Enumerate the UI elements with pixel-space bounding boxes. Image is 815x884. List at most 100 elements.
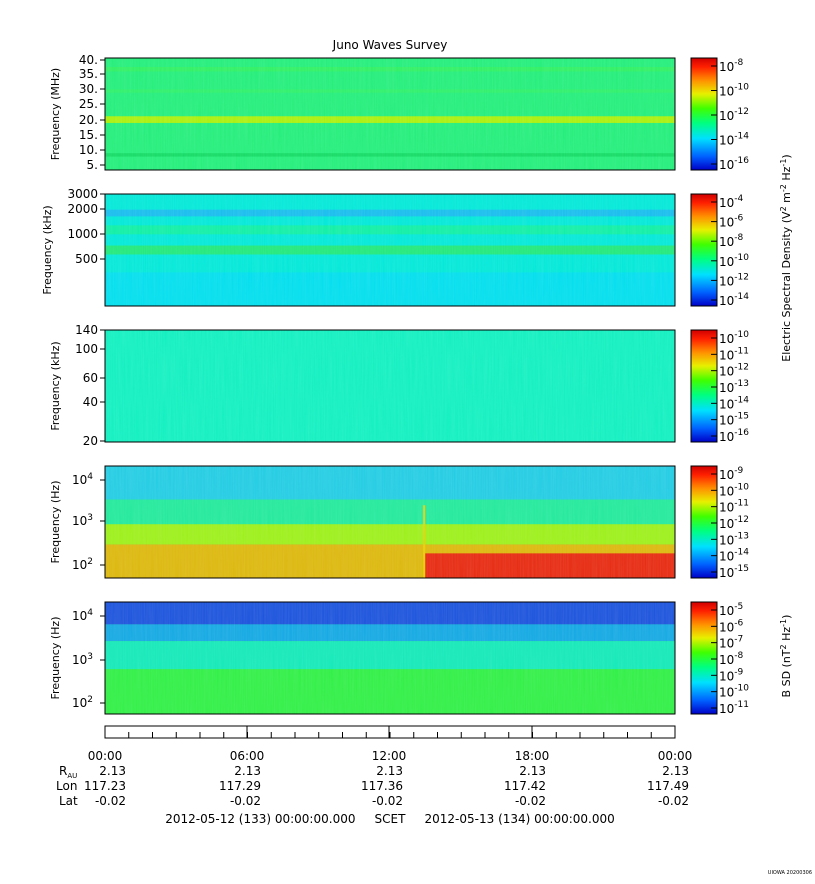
colorbar-exp: -10 xyxy=(734,83,749,93)
panel-frame xyxy=(104,329,676,443)
colorbar-exp: -8 xyxy=(734,233,743,243)
colorbar-base: 10 xyxy=(719,381,734,395)
colorbar-tick-label: 10-14 xyxy=(719,292,749,308)
lat-label: Lat xyxy=(59,794,78,808)
y-tick-label: 103 xyxy=(72,513,93,528)
colorbar-tick-label: 10-11 xyxy=(719,346,749,362)
y-axis-label: Frequency (kHz) xyxy=(41,205,54,294)
colorbar-tick-label: 10-12 xyxy=(719,272,749,288)
time-tick-label: 18:00 xyxy=(515,749,550,763)
colorbar xyxy=(690,193,718,307)
colorbar xyxy=(690,57,718,171)
y-tick-label: 40 xyxy=(83,395,98,409)
colorbar-tick-label: 10-11 xyxy=(719,499,749,515)
y-tick-label: 500 xyxy=(75,252,98,266)
time-tick-label: 00:00 xyxy=(88,749,123,763)
colorbar-tick-label: 10-14 xyxy=(719,395,749,411)
lon-value: 117.23 xyxy=(84,779,126,793)
colorbar-tick-label: 10-16 xyxy=(719,156,749,172)
colorbar-base: 10 xyxy=(719,517,734,531)
colorbar-tick-label: 10-12 xyxy=(719,107,749,123)
y-tick-label: 5. xyxy=(87,158,98,172)
colorbar-tick-label: 10-8 xyxy=(719,651,744,667)
time-tick-label: 12:00 xyxy=(372,749,407,763)
colorbar-base: 10 xyxy=(719,501,734,515)
rau-value: 2.13 xyxy=(519,764,546,778)
spectrogram-texture xyxy=(105,194,675,306)
colorbar-tick-label: 10-8 xyxy=(719,58,744,74)
colorbar-tick-label: 10-10 xyxy=(719,482,749,498)
y-tick-base: 10 xyxy=(72,653,87,667)
colorbar xyxy=(690,465,718,579)
colorbar-exp: -12 xyxy=(734,515,749,525)
y-tick-label: 40. xyxy=(79,53,98,67)
colorbar-exp: -7 xyxy=(734,635,743,645)
colorbar-base: 10 xyxy=(719,468,734,482)
colorbar-base: 10 xyxy=(719,294,734,308)
colorbar-tick-label: 10-15 xyxy=(719,412,749,428)
y-tick-label: 100 xyxy=(75,342,98,356)
spectrogram-texture xyxy=(105,330,675,442)
y-tick-label: 103 xyxy=(72,652,93,667)
rau-value: 2.13 xyxy=(376,764,403,778)
colorbar-exp: -8 xyxy=(734,58,743,68)
colorbar-exp: -16 xyxy=(734,156,749,166)
colorbar-exp: -10 xyxy=(734,482,749,492)
panels: 40.35.30.25. 20.15.10.5. Frequency (MHz) 10… xyxy=(41,53,749,716)
colorbar-exp: -14 xyxy=(734,548,749,558)
y-axis-label: Frequency (kHz) xyxy=(49,341,62,430)
colorbar-exp: -15 xyxy=(734,412,749,422)
colorbar-tick-label: 10-12 xyxy=(719,515,749,531)
colorbar-tick-label: 10-10 xyxy=(719,253,749,269)
spectrogram-texture xyxy=(105,466,675,578)
colorbar-exp: -6 xyxy=(734,618,743,628)
colorbar-base: 10 xyxy=(719,216,734,230)
y-tick-label: 102 xyxy=(72,557,93,572)
colorbar-base: 10 xyxy=(719,365,734,379)
colorbar-base: 10 xyxy=(719,566,734,580)
rau-value: 2.13 xyxy=(662,764,689,778)
colorbar-base: 10 xyxy=(719,235,734,249)
colorbar-tick-label: 10-4 xyxy=(719,194,744,210)
y-tick-exp: 2 xyxy=(87,695,93,705)
y-tick-exp: 3 xyxy=(87,513,93,523)
y-tick-base: 10 xyxy=(72,514,87,528)
y-tick-label: 104 xyxy=(72,608,93,623)
colorbar-base: 10 xyxy=(719,60,734,74)
y-tick-label: 1000 xyxy=(67,227,98,241)
y-tick-base: 10 xyxy=(72,609,87,623)
colorbar-exp: -9 xyxy=(734,466,743,476)
colorbar-exp: -12 xyxy=(734,107,749,117)
colorbar-exp: -14 xyxy=(734,132,749,142)
colorbar-tick-label: 10-7 xyxy=(719,635,743,651)
colorbar-tick-label: 10-5 xyxy=(719,602,743,618)
colorbar-base: 10 xyxy=(719,134,734,148)
spectrogram-texture xyxy=(105,602,675,714)
colorbar-exp: -13 xyxy=(734,379,749,389)
colorbar-exp: -14 xyxy=(734,395,749,405)
y-axis-label: Frequency (Hz) xyxy=(49,481,62,564)
y-tick-exp: 4 xyxy=(87,608,93,618)
colorbar-base: 10 xyxy=(719,702,734,716)
colorbar-exp: -9 xyxy=(734,667,743,677)
colorbar-tick-label: 10-15 xyxy=(719,564,749,580)
magnetic-colorbar-label: B SD (nT2 Hz-1) xyxy=(779,615,793,698)
colorbar-base: 10 xyxy=(719,255,734,269)
colorbar-base: 10 xyxy=(719,604,734,618)
electric-colorbar-label: Electric Spectral Density (V2 m-2 Hz-1) xyxy=(779,154,793,361)
colorbar-base: 10 xyxy=(719,637,734,651)
colorbar-tick-label: 10-11 xyxy=(719,700,749,716)
colorbar-base: 10 xyxy=(719,274,734,288)
scet-footer: 2012-05-12 (133) 00:00:00.000 SCET 2012-… xyxy=(165,812,615,826)
y-tick-label: 60 xyxy=(83,371,98,385)
y-tick-label: 15. xyxy=(79,128,98,142)
colorbar xyxy=(690,601,718,715)
colorbar-exp: -15 xyxy=(734,564,749,574)
colorbar-exp: -12 xyxy=(734,272,749,282)
y-tick-exp: 3 xyxy=(87,652,93,662)
colorbar-base: 10 xyxy=(719,158,734,172)
colorbar-tick-label: 10-6 xyxy=(719,214,744,230)
